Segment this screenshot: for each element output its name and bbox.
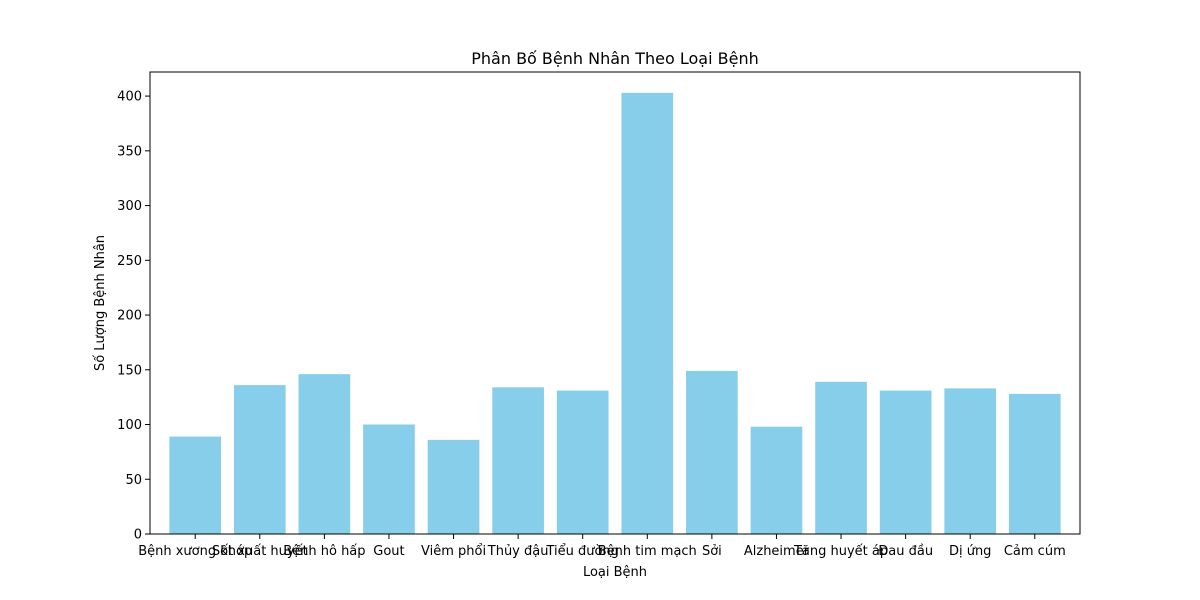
x-tick-label: Viêm phổi [421, 544, 486, 559]
bar [621, 92, 674, 535]
bar [233, 385, 286, 534]
bar [363, 424, 415, 534]
y-axis-ticks: 0 50 100 150 200 250 300 350 400 [117, 90, 150, 543]
bar [944, 388, 997, 534]
bar [492, 387, 544, 534]
bar [1008, 393, 1061, 534]
bar [298, 374, 351, 534]
x-tick-label: Cảm cúm [1004, 544, 1066, 559]
x-tick-label: Thủy đậu [487, 544, 549, 559]
x-tick-label: Tiểu đường [545, 544, 618, 559]
bar [879, 390, 932, 534]
x-tick-label: Bệnh xương khớp [138, 544, 252, 559]
bar [427, 439, 480, 534]
x-tick-label: Bệnh tim mạch [598, 544, 697, 559]
plot-frame [149, 71, 1081, 535]
bar [815, 381, 867, 534]
y-axis-label: Số Lượng Bệnh Nhân [93, 235, 108, 371]
y-tick-label: 0 [134, 528, 142, 543]
x-tick-label: Bệnh hô hấp [283, 544, 365, 559]
bar [169, 436, 222, 534]
x-tick-label: Dị ứng [949, 544, 992, 559]
y-tick-label: 300 [117, 199, 142, 214]
y-tick-label: 250 [117, 254, 142, 269]
bar [556, 390, 609, 534]
bar-group [169, 92, 1061, 535]
x-tick-label: Đau đầu [878, 544, 933, 559]
bar [750, 426, 803, 534]
x-tick-label: Sởi [702, 544, 722, 559]
x-tick-label: Sốt xuất huyết [212, 544, 308, 559]
chart-title: Phân Bố Bệnh Nhân Theo Loại Bệnh [471, 49, 759, 68]
x-tick-label: Gout [373, 544, 404, 559]
x-tick-label: Tăng huyết áp [793, 544, 888, 559]
x-axis-label: Loại Bệnh [583, 565, 647, 580]
y-tick-label: 100 [117, 418, 142, 433]
y-tick-label: 350 [117, 144, 142, 159]
x-tick-label: Alzheimer [744, 544, 810, 559]
y-tick-label: 150 [117, 363, 142, 378]
y-tick-label: 400 [117, 90, 142, 105]
bar [686, 370, 738, 534]
y-tick-label: 50 [125, 473, 142, 488]
y-tick-label: 200 [117, 309, 142, 324]
